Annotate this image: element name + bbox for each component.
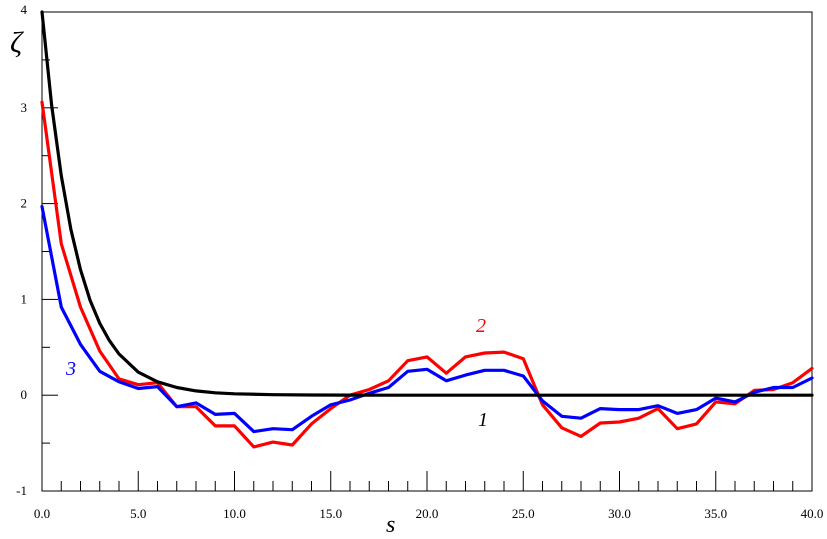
y-axis-title: ζ — [10, 26, 24, 59]
series-line-3 — [40, 204, 814, 434]
series-label-2: 2 — [476, 315, 486, 337]
x-tick-label: 30.0 — [608, 506, 631, 521]
y-tick-label: 1 — [21, 291, 28, 306]
x-tick-label: 10.0 — [223, 506, 246, 521]
x-tick-label: 35.0 — [704, 506, 727, 521]
x-tick-labels: 0.0 5.0 10.0 15.0 20.0 25.0 30.0 35.0 40.0 — [34, 506, 824, 521]
series-lines — [40, 10, 814, 449]
y-tick-label: 4 — [21, 2, 28, 17]
y-tick-label: 2 — [21, 196, 28, 211]
y-tick-label: -1 — [16, 483, 27, 498]
series-label-1: 1 — [478, 409, 488, 431]
series-line-1 — [40, 10, 814, 397]
x-tick-label: 20.0 — [416, 506, 439, 521]
x-tick-label: 5.0 — [130, 506, 146, 521]
y-tick-label: 3 — [21, 100, 28, 115]
x-tick-label: 40.0 — [801, 506, 824, 521]
x-tick-label: 0.0 — [34, 506, 50, 521]
x-tick-label: 15.0 — [319, 506, 342, 521]
y-tick-label: 0 — [21, 387, 28, 402]
y-tick-labels: -1 0 1 2 3 4 — [16, 2, 27, 498]
plot-frame — [41, 11, 813, 492]
series-label-3: 3 — [65, 358, 76, 380]
x-tick-label: 25.0 — [512, 506, 535, 521]
x-axis-title: s — [386, 512, 395, 538]
axis-ticks — [41, 11, 813, 492]
